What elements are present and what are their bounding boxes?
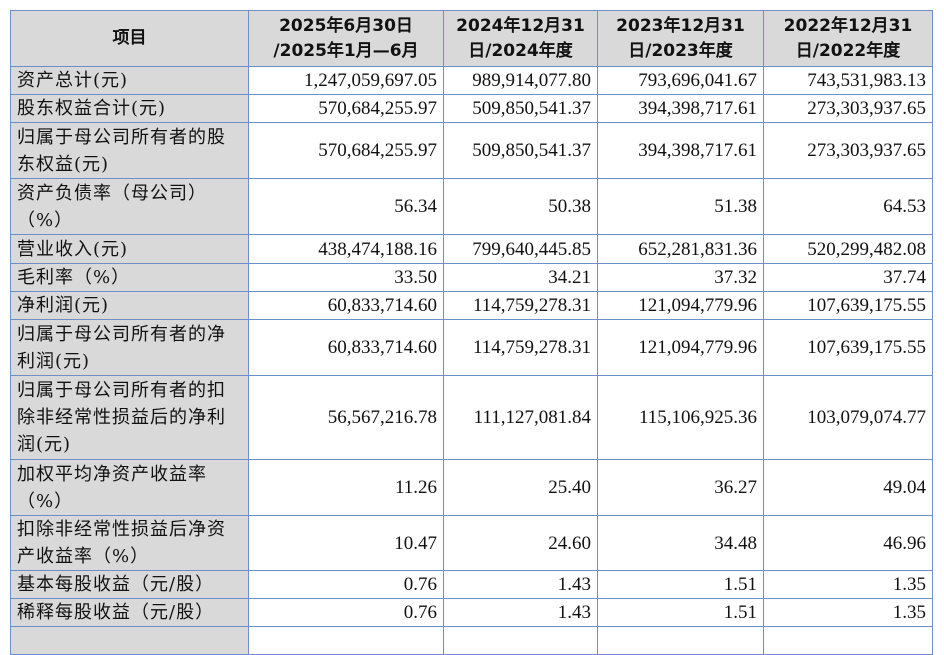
cell-value: 34.21 [443,263,598,292]
row-label: 资产总计(元) [10,66,249,95]
cell-value: 121,094,779.96 [597,319,764,376]
cell-value: 103,079,074.77 [763,375,933,460]
cell-value: 24.60 [443,515,598,571]
cell-value: 1.35 [763,598,933,627]
row-label: 净利润(元) [10,291,249,320]
cell-value: 743,531,983.13 [763,66,933,95]
cell-value: 107,639,175.55 [763,291,933,320]
table-row: 资产总计(元) 1,247,059,697.05 989,914,077.80 793… [10,66,933,95]
cell-value: 37.74 [763,263,933,292]
cell-value: 1.51 [597,598,764,627]
row-label: 营业收入(元) [10,234,249,264]
cell-value: 799,640,445.85 [443,234,598,264]
cell-value: 989,914,077.80 [443,66,598,95]
cell-value: 570,684,255.97 [248,94,444,123]
cell-value: 509,850,541.37 [443,94,598,123]
cell-value: 64.53 [763,178,933,235]
row-label: 归属于母公司所有者的净利润(元) [10,319,249,376]
table-row: 毛利率（%） 33.50 34.21 37.32 37.74 [10,263,933,292]
cell-value: 60,833,714.60 [248,319,444,376]
cell-value: 520,299,482.08 [763,234,933,264]
row-label: 扣除非经常性损益后净资产收益率（%） [10,515,249,571]
cell-value: 36.27 [597,459,764,516]
column-header: 2025年6月30日 /2025年1月—6月 [248,10,444,67]
row-label: 归属于母公司所有者的股东权益(元) [10,122,249,179]
row-label: 加权平均净资产收益率（%） [10,459,249,516]
cell-value: 1.35 [763,570,933,599]
cell-value: 793,696,041.67 [597,66,764,95]
cell-value: 34.48 [597,515,764,571]
cell-value: 56,567,216.78 [248,375,444,460]
row-label: 稀释每股收益（元/股） [10,598,249,627]
cell-value: 273,303,937.65 [763,94,933,123]
row-label: 基本每股收益（元/股） [10,570,249,599]
cell-value: 1,247,059,697.05 [248,66,444,95]
cell-value: 114,759,278.31 [443,319,598,376]
row-label: 资产负债率（母公司）（%） [10,178,249,235]
table-row: 股东权益合计(元) 570,684,255.97 509,850,541.37 394… [10,94,933,123]
table-row: 营业收入(元) 438,474,188.16 799,640,445.85 652,2… [10,234,933,264]
cell-value: 11.26 [248,459,444,516]
column-header: 2022年12月31 日/2022年度 [763,10,933,67]
cell-value: 1.43 [443,570,598,599]
cell-value: 652,281,831.36 [597,234,764,264]
financial-table: 项目 2025年6月30日 /2025年1月—6月 2024年12月31 日/202… [10,10,933,655]
cell-value: 394,398,717.61 [597,122,764,179]
cell-value: 25.40 [443,459,598,516]
cell-value: 509,850,541.37 [443,122,598,179]
cell-value: 51.38 [597,178,764,235]
row-label: 归属于母公司所有者的扣除非经常性损益后的净利润(元) [10,375,249,460]
table-row: 基本每股收益（元/股） 0.76 1.43 1.51 1.35 [10,570,933,599]
cell-value: 1.43 [443,598,598,627]
table-row: 加权平均净资产收益率（%） 11.26 25.40 36.27 49.04 [10,459,933,516]
cell-value: 1.51 [597,570,764,599]
cell-value: 46.96 [763,515,933,571]
cell-value: 111,127,081.84 [443,375,598,460]
table-row: 资产负债率（母公司）（%） 56.34 50.38 51.38 64.53 [10,178,933,235]
cell-value: 0.76 [248,570,444,599]
header-row: 项目 2025年6月30日 /2025年1月—6月 2024年12月31 日/202… [10,10,933,67]
table-row: 归属于母公司所有者的股东权益(元) 570,684,255.97 509,850,5… [10,122,933,179]
row-label: 股东权益合计(元) [10,94,249,123]
column-header: 项目 [10,10,249,67]
table-row: 稀释每股收益（元/股） 0.76 1.43 1.51 1.35 [10,598,933,627]
table-row: 净利润(元) 60,833,714.60 114,759,278.31 121,094… [10,291,933,320]
cell-value: 0.76 [248,598,444,627]
column-header: 2023年12月31 日/2023年度 [597,10,764,67]
cell-value: 56.34 [248,178,444,235]
cell-value: 394,398,717.61 [597,94,764,123]
cell-value: 438,474,188.16 [248,234,444,264]
cell-value: 50.38 [443,178,598,235]
table-row: 归属于母公司所有者的净利润(元) 60,833,714.60 114,759,278… [10,319,933,376]
cell-value: 107,639,175.55 [763,319,933,376]
column-header: 2024年12月31 日/2024年度 [443,10,598,67]
table-row: 扣除非经常性损益后净资产收益率（%） 10.47 24.60 34.48 46.96 [10,515,933,571]
cell-value: 33.50 [248,263,444,292]
cell-value: 273,303,937.65 [763,122,933,179]
cell-value: 121,094,779.96 [597,291,764,320]
cell-value: 114,759,278.31 [443,291,598,320]
table-row: 归属于母公司所有者的扣除非经常性损益后的净利润(元) 56,567,216.78 1… [10,375,933,460]
cell-value: 10.47 [248,515,444,571]
cell-value: 115,106,925.36 [597,375,764,460]
row-label: 毛利率（%） [10,263,249,292]
cell-value: 570,684,255.97 [248,122,444,179]
cell-value: 37.32 [597,263,764,292]
table-row-partial [10,626,933,655]
cell-value: 60,833,714.60 [248,291,444,320]
cell-value: 49.04 [763,459,933,516]
